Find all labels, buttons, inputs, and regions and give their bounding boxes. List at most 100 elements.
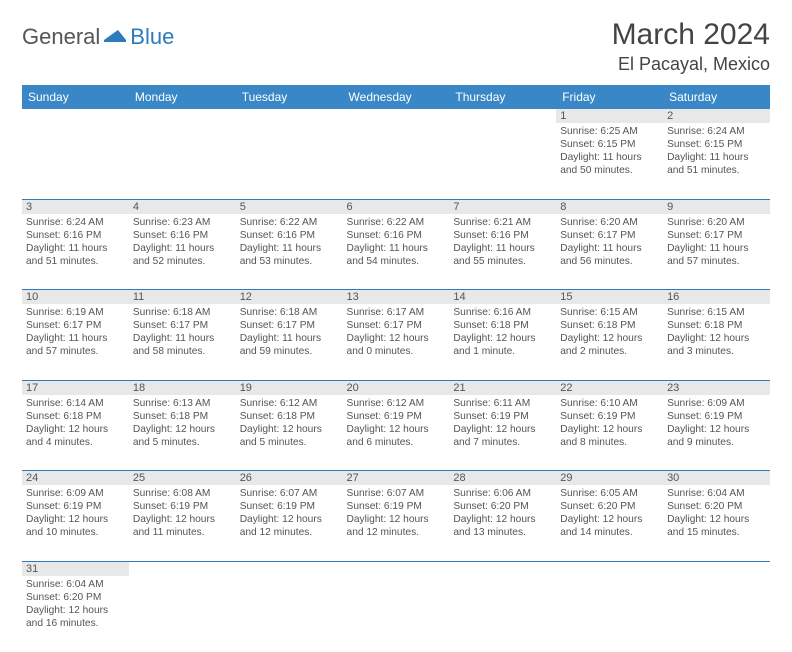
day-details: Sunrise: 6:12 AMSunset: 6:19 PMDaylight:… xyxy=(347,397,446,449)
day-number-cell: 14 xyxy=(449,290,556,305)
day-cell: Sunrise: 6:24 AMSunset: 6:16 PMDaylight:… xyxy=(22,214,129,290)
day-cell: Sunrise: 6:23 AMSunset: 6:16 PMDaylight:… xyxy=(129,214,236,290)
logo-text-general: General xyxy=(22,24,100,50)
flag-icon xyxy=(104,26,130,49)
day-cell: Sunrise: 6:04 AMSunset: 6:20 PMDaylight:… xyxy=(663,485,770,561)
day-details: Sunrise: 6:09 AMSunset: 6:19 PMDaylight:… xyxy=(667,397,766,449)
day-details: Sunrise: 6:05 AMSunset: 6:20 PMDaylight:… xyxy=(560,487,659,539)
day-cell: Sunrise: 6:09 AMSunset: 6:19 PMDaylight:… xyxy=(22,485,129,561)
day-details: Sunrise: 6:14 AMSunset: 6:18 PMDaylight:… xyxy=(26,397,125,449)
day-details: Sunrise: 6:11 AMSunset: 6:19 PMDaylight:… xyxy=(453,397,552,449)
week-row: Sunrise: 6:19 AMSunset: 6:17 PMDaylight:… xyxy=(22,304,770,380)
day-number-cell: 4 xyxy=(129,199,236,214)
day-cell xyxy=(22,123,129,199)
daynum-row: 24252627282930 xyxy=(22,471,770,486)
day-cell: Sunrise: 6:15 AMSunset: 6:18 PMDaylight:… xyxy=(556,304,663,380)
day-number-cell xyxy=(129,561,236,576)
day-cell xyxy=(129,123,236,199)
day-number-cell: 19 xyxy=(236,380,343,395)
day-number-cell: 28 xyxy=(449,471,556,486)
day-cell xyxy=(236,123,343,199)
day-number-cell: 12 xyxy=(236,290,343,305)
day-number-cell xyxy=(236,561,343,576)
day-cell xyxy=(556,576,663,652)
day-cell: Sunrise: 6:07 AMSunset: 6:19 PMDaylight:… xyxy=(236,485,343,561)
day-cell: Sunrise: 6:04 AMSunset: 6:20 PMDaylight:… xyxy=(22,576,129,652)
month-title: March 2024 xyxy=(612,18,770,52)
day-details: Sunrise: 6:07 AMSunset: 6:19 PMDaylight:… xyxy=(347,487,446,539)
day-details: Sunrise: 6:24 AMSunset: 6:15 PMDaylight:… xyxy=(667,125,766,177)
day-cell: Sunrise: 6:11 AMSunset: 6:19 PMDaylight:… xyxy=(449,395,556,471)
day-number-cell xyxy=(236,109,343,123)
day-details: Sunrise: 6:15 AMSunset: 6:18 PMDaylight:… xyxy=(560,306,659,358)
day-cell: Sunrise: 6:05 AMSunset: 6:20 PMDaylight:… xyxy=(556,485,663,561)
col-sunday: Sunday xyxy=(22,85,129,109)
day-number-cell: 11 xyxy=(129,290,236,305)
day-cell xyxy=(449,576,556,652)
day-cell xyxy=(236,576,343,652)
day-details: Sunrise: 6:08 AMSunset: 6:19 PMDaylight:… xyxy=(133,487,232,539)
day-cell: Sunrise: 6:22 AMSunset: 6:16 PMDaylight:… xyxy=(343,214,450,290)
day-number-cell: 30 xyxy=(663,471,770,486)
day-details: Sunrise: 6:20 AMSunset: 6:17 PMDaylight:… xyxy=(667,216,766,268)
day-cell: Sunrise: 6:18 AMSunset: 6:17 PMDaylight:… xyxy=(129,304,236,380)
location: El Pacayal, Mexico xyxy=(612,54,770,75)
day-number-cell: 5 xyxy=(236,199,343,214)
day-details: Sunrise: 6:18 AMSunset: 6:17 PMDaylight:… xyxy=(240,306,339,358)
day-details: Sunrise: 6:15 AMSunset: 6:18 PMDaylight:… xyxy=(667,306,766,358)
calendar-table: Sunday Monday Tuesday Wednesday Thursday… xyxy=(22,85,770,652)
day-cell xyxy=(343,576,450,652)
week-row: Sunrise: 6:09 AMSunset: 6:19 PMDaylight:… xyxy=(22,485,770,561)
day-number-cell: 6 xyxy=(343,199,450,214)
day-details: Sunrise: 6:06 AMSunset: 6:20 PMDaylight:… xyxy=(453,487,552,539)
day-number-cell xyxy=(22,109,129,123)
day-cell: Sunrise: 6:13 AMSunset: 6:18 PMDaylight:… xyxy=(129,395,236,471)
col-tuesday: Tuesday xyxy=(236,85,343,109)
day-number-cell: 3 xyxy=(22,199,129,214)
week-row: Sunrise: 6:24 AMSunset: 6:16 PMDaylight:… xyxy=(22,214,770,290)
day-cell xyxy=(663,576,770,652)
day-details: Sunrise: 6:13 AMSunset: 6:18 PMDaylight:… xyxy=(133,397,232,449)
week-row: Sunrise: 6:14 AMSunset: 6:18 PMDaylight:… xyxy=(22,395,770,471)
logo: General Blue xyxy=(22,24,174,50)
day-details: Sunrise: 6:22 AMSunset: 6:16 PMDaylight:… xyxy=(240,216,339,268)
day-details: Sunrise: 6:25 AMSunset: 6:15 PMDaylight:… xyxy=(560,125,659,177)
day-cell: Sunrise: 6:16 AMSunset: 6:18 PMDaylight:… xyxy=(449,304,556,380)
day-number-cell: 31 xyxy=(22,561,129,576)
day-number-cell: 1 xyxy=(556,109,663,123)
day-cell: Sunrise: 6:12 AMSunset: 6:18 PMDaylight:… xyxy=(236,395,343,471)
day-details: Sunrise: 6:17 AMSunset: 6:17 PMDaylight:… xyxy=(347,306,446,358)
day-number-cell xyxy=(449,561,556,576)
day-number-cell xyxy=(343,561,450,576)
day-number-cell: 2 xyxy=(663,109,770,123)
day-number-cell: 15 xyxy=(556,290,663,305)
day-number-cell xyxy=(343,109,450,123)
day-cell: Sunrise: 6:24 AMSunset: 6:15 PMDaylight:… xyxy=(663,123,770,199)
day-number-cell: 20 xyxy=(343,380,450,395)
day-number-cell: 26 xyxy=(236,471,343,486)
day-cell: Sunrise: 6:14 AMSunset: 6:18 PMDaylight:… xyxy=(22,395,129,471)
day-number-cell xyxy=(556,561,663,576)
daynum-row: 10111213141516 xyxy=(22,290,770,305)
day-number-cell: 21 xyxy=(449,380,556,395)
week-row: Sunrise: 6:25 AMSunset: 6:15 PMDaylight:… xyxy=(22,123,770,199)
day-details: Sunrise: 6:21 AMSunset: 6:16 PMDaylight:… xyxy=(453,216,552,268)
day-details: Sunrise: 6:04 AMSunset: 6:20 PMDaylight:… xyxy=(26,578,125,630)
day-cell: Sunrise: 6:22 AMSunset: 6:16 PMDaylight:… xyxy=(236,214,343,290)
day-details: Sunrise: 6:22 AMSunset: 6:16 PMDaylight:… xyxy=(347,216,446,268)
daynum-row: 17181920212223 xyxy=(22,380,770,395)
header: General Blue March 2024 El Pacayal, Mexi… xyxy=(22,18,770,75)
day-cell: Sunrise: 6:15 AMSunset: 6:18 PMDaylight:… xyxy=(663,304,770,380)
day-number-cell: 22 xyxy=(556,380,663,395)
logo-text-blue: Blue xyxy=(130,24,174,50)
day-details: Sunrise: 6:10 AMSunset: 6:19 PMDaylight:… xyxy=(560,397,659,449)
day-number-cell: 17 xyxy=(22,380,129,395)
day-cell: Sunrise: 6:18 AMSunset: 6:17 PMDaylight:… xyxy=(236,304,343,380)
col-wednesday: Wednesday xyxy=(343,85,450,109)
day-number-cell: 7 xyxy=(449,199,556,214)
day-number-cell: 25 xyxy=(129,471,236,486)
day-number-cell xyxy=(449,109,556,123)
title-block: March 2024 El Pacayal, Mexico xyxy=(612,18,770,75)
day-number-cell: 27 xyxy=(343,471,450,486)
day-cell: Sunrise: 6:20 AMSunset: 6:17 PMDaylight:… xyxy=(556,214,663,290)
